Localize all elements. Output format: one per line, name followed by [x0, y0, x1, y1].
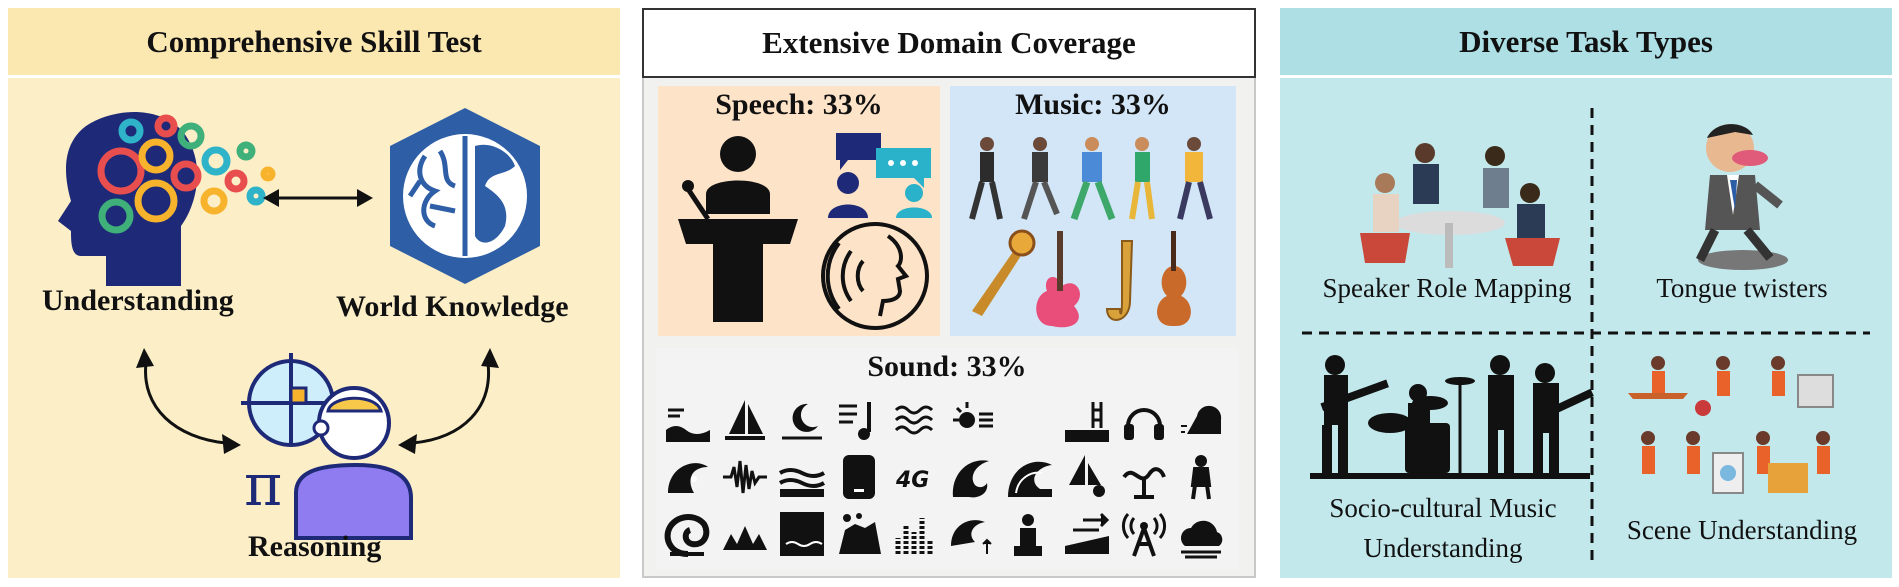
sound-tower-icon	[1121, 513, 1167, 557]
curved-arrow-right-icon	[398, 348, 499, 454]
household-scene-icon	[1628, 356, 1834, 494]
voice-head-icon	[821, 222, 929, 330]
sound-wave-icon	[666, 408, 710, 442]
sound-ocean-icon	[951, 520, 992, 554]
speech-section: Speech: 33%	[658, 86, 940, 336]
sound-waves-icon	[894, 405, 934, 435]
svg-text:4G: 4G	[895, 468, 929, 493]
sound-bars-icon	[895, 518, 933, 554]
podium-speaker-icon	[678, 136, 798, 322]
sound-device-icon	[843, 455, 875, 499]
understanding-label: Understanding	[42, 284, 234, 317]
sound-spiral-icon	[664, 514, 710, 557]
meeting-people-icon	[1360, 143, 1560, 268]
sound-box-icon	[780, 512, 824, 556]
sound-cloud-icon	[1181, 520, 1223, 559]
sound-rock-icon	[839, 513, 881, 554]
sound-sail-icon	[725, 400, 765, 440]
sound-sun-icon	[953, 402, 993, 428]
domain-coverage-title: Extensive Domain Coverage	[642, 8, 1256, 78]
music-section: Music: 33%	[950, 86, 1236, 336]
socio-cultural-line2: Understanding	[1363, 533, 1523, 563]
skill-test-panel: Comprehensive Skill Test	[8, 8, 620, 578]
double-arrow-icon	[263, 189, 373, 207]
curved-arrow-left-icon	[136, 348, 241, 454]
sound-splash-icon	[723, 526, 767, 550]
task-types-panel: Diverse Task Types Speaker Role Mapping …	[1280, 8, 1892, 578]
sound-icon-grid: 4G	[664, 396, 1234, 566]
sound-rain-icon	[1181, 405, 1222, 434]
sound-bigwave-icon	[1008, 461, 1052, 497]
skill-test-title: Comprehensive Skill Test	[8, 8, 620, 78]
instruments-icon	[972, 229, 1191, 328]
sound-label: Sound: 33%	[867, 350, 1027, 383]
socio-cultural-line1: Socio-cultural Music	[1329, 493, 1557, 523]
sound-pool-icon	[1065, 402, 1109, 442]
scene-understanding-label: Scene Understanding	[1626, 515, 1858, 545]
sound-tide-icon	[778, 468, 826, 497]
sound-kid-icon	[1190, 455, 1212, 500]
sound-4g-icon: 4G	[895, 468, 929, 493]
reasoning-label: Reasoning	[248, 530, 382, 563]
sound-surf-icon	[668, 463, 708, 493]
divider-lines	[1302, 108, 1870, 566]
brain-globe-icon	[390, 108, 540, 284]
sound-curl-icon	[952, 460, 989, 498]
sound-fisher-icon	[1014, 514, 1042, 556]
sound-slope-icon	[1065, 512, 1110, 554]
band-silhouette-icon	[1310, 355, 1594, 479]
tongue-twisters-label: Tongue twisters	[1656, 273, 1828, 303]
task-types-title: Diverse Task Types	[1280, 8, 1892, 78]
world-knowledge-label: World Knowledge	[336, 290, 569, 323]
svg-text:π: π	[244, 451, 282, 519]
speaker-role-mapping-label: Speaker Role Mapping	[1322, 273, 1572, 303]
sound-moon-icon	[782, 403, 822, 440]
music-label: Music: 33%	[1015, 88, 1171, 121]
dancers-icon	[969, 137, 1213, 221]
conversation-icon	[828, 133, 932, 218]
sound-section: Sound: 33% 4G	[656, 348, 1238, 570]
speech-label: Speech: 33%	[715, 88, 883, 121]
tongue-twister-man-icon	[1695, 124, 1788, 270]
sound-headphones-icon	[1124, 408, 1164, 440]
socio-cultural-music-label: Socio-cultural Music Understanding	[1292, 488, 1594, 568]
domain-coverage-panel: Extensive Domain Coverage Speech: 33%	[642, 8, 1256, 578]
sound-note-icon	[839, 402, 871, 440]
sound-fan-icon	[1122, 467, 1166, 499]
sound-boat-icon	[1069, 455, 1105, 497]
reasoning-person-icon: π	[241, 353, 413, 540]
head-gears-icon	[58, 112, 276, 286]
sound-pulse-icon	[723, 460, 767, 494]
